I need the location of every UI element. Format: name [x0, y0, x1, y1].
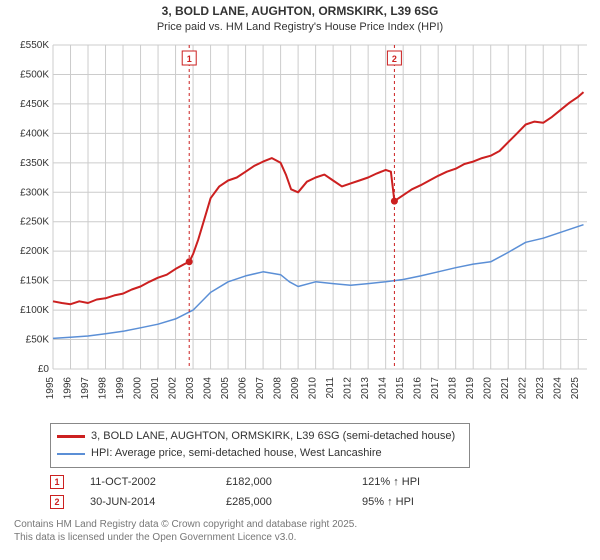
svg-text:2023: 2023 — [535, 376, 546, 399]
chart-area: £0 £50K £100K £150K £200K £250K £300K £350K £400… — [5, 37, 595, 417]
legend-item: 3, BOLD LANE, AUGHTON, ORMSKIRK, L39 6SG… — [57, 428, 463, 446]
svg-text:1997: 1997 — [80, 376, 91, 399]
svg-text:2002: 2002 — [168, 376, 179, 399]
svg-text:2005: 2005 — [220, 376, 231, 399]
svg-text:2003: 2003 — [185, 376, 196, 399]
marker-delta: 121% ↑ HPI — [362, 476, 472, 488]
svg-text:£400K: £400K — [20, 128, 49, 139]
svg-text:£550K: £550K — [20, 40, 49, 51]
svg-text:1996: 1996 — [63, 376, 74, 399]
svg-text:2006: 2006 — [238, 376, 249, 399]
svg-text:2014: 2014 — [378, 376, 389, 399]
svg-text:2019: 2019 — [465, 376, 476, 399]
marker-delta: 95% ↑ HPI — [362, 496, 472, 508]
svg-text:2001: 2001 — [150, 376, 161, 399]
svg-text:2017: 2017 — [430, 376, 441, 399]
svg-text:£450K: £450K — [20, 99, 49, 110]
svg-text:2009: 2009 — [290, 376, 301, 399]
license-text: Contains HM Land Registry data © Crown c… — [14, 518, 600, 544]
legend-item: HPI: Average price, semi-detached house,… — [57, 445, 463, 463]
svg-text:2025: 2025 — [570, 376, 581, 399]
license-line2: This data is licensed under the Open Gov… — [14, 531, 600, 544]
marker-price: £182,000 — [226, 476, 336, 488]
svg-text:2016: 2016 — [413, 376, 424, 399]
svg-text:£200K: £200K — [20, 246, 49, 257]
svg-text:2010: 2010 — [308, 376, 319, 399]
svg-text:2008: 2008 — [273, 376, 284, 399]
svg-text:2004: 2004 — [203, 376, 214, 399]
svg-text:£500K: £500K — [20, 69, 49, 80]
marker-date: 30-JUN-2014 — [90, 496, 200, 508]
license-line1: Contains HM Land Registry data © Crown c… — [14, 518, 600, 531]
line-chart-svg: £0 £50K £100K £150K £200K £250K £300K £350K £400… — [5, 37, 595, 417]
svg-text:2: 2 — [392, 54, 397, 64]
svg-text:2020: 2020 — [483, 376, 494, 399]
legend-swatch — [57, 453, 85, 455]
svg-text:£100K: £100K — [20, 305, 49, 316]
marker-badge: 1 — [50, 475, 64, 489]
svg-text:2012: 2012 — [343, 376, 354, 399]
marker-badge: 2 — [50, 495, 64, 509]
svg-text:£300K: £300K — [20, 187, 49, 198]
marker-date: 11-OCT-2002 — [90, 476, 200, 488]
legend-label: 3, BOLD LANE, AUGHTON, ORMSKIRK, L39 6SG… — [91, 428, 455, 446]
svg-text:£0: £0 — [38, 364, 50, 375]
svg-text:2011: 2011 — [325, 376, 336, 398]
legend-label: HPI: Average price, semi-detached house,… — [91, 445, 382, 463]
svg-text:1: 1 — [187, 54, 192, 64]
svg-text:£350K: £350K — [20, 157, 49, 168]
chart-title-line1: 3, BOLD LANE, AUGHTON, ORMSKIRK, L39 6SG — [0, 0, 600, 21]
svg-text:2015: 2015 — [395, 376, 406, 399]
svg-text:2022: 2022 — [518, 376, 529, 399]
marker-row: 1 11-OCT-2002 £182,000 121% ↑ HPI — [50, 472, 600, 492]
svg-text:2024: 2024 — [553, 376, 564, 399]
marker-row: 2 30-JUN-2014 £285,000 95% ↑ HPI — [50, 492, 600, 512]
svg-text:£50K: £50K — [26, 334, 50, 345]
svg-text:2000: 2000 — [133, 376, 144, 399]
svg-text:2021: 2021 — [500, 376, 511, 399]
marker-table: 1 11-OCT-2002 £182,000 121% ↑ HPI 2 30-JUN-20… — [50, 472, 600, 512]
svg-text:1995: 1995 — [45, 376, 56, 399]
chart-title-line2: Price paid vs. HM Land Registry's House … — [0, 21, 600, 37]
svg-text:1999: 1999 — [115, 376, 126, 399]
legend: 3, BOLD LANE, AUGHTON, ORMSKIRK, L39 6SG… — [50, 423, 470, 468]
svg-text:£150K: £150K — [20, 275, 49, 286]
legend-swatch — [57, 435, 85, 438]
svg-text:£250K: £250K — [20, 216, 49, 227]
svg-text:2018: 2018 — [448, 376, 459, 399]
svg-text:2007: 2007 — [255, 376, 266, 399]
svg-text:1998: 1998 — [98, 376, 109, 399]
svg-text:2013: 2013 — [360, 376, 371, 399]
marker-price: £285,000 — [226, 496, 336, 508]
